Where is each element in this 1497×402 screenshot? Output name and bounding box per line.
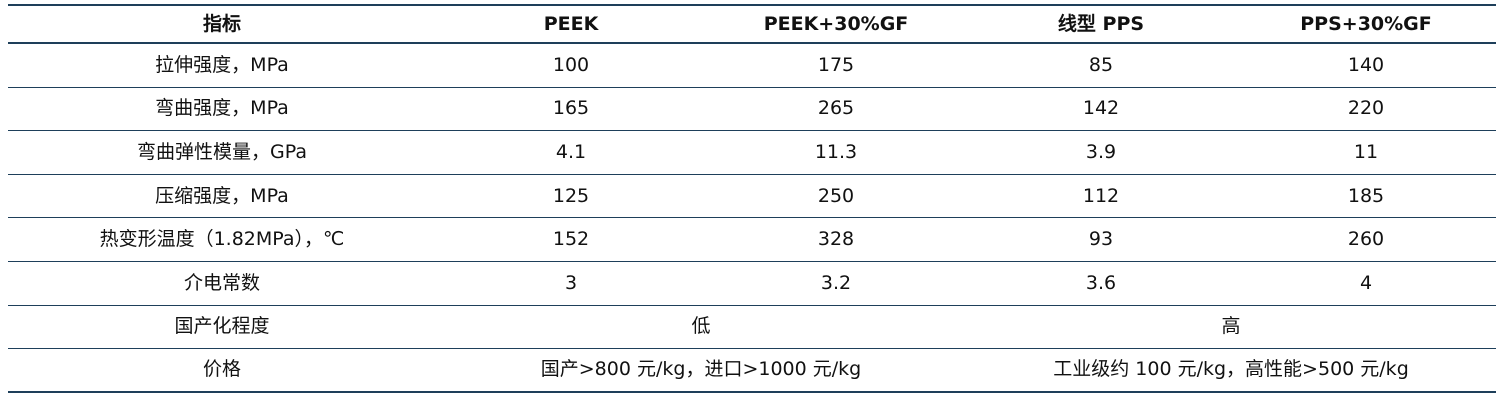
value-peek-gf: 11.3 [814,140,858,163]
value-linear-pps: 142 [1082,97,1120,120]
value-peek: 165 [552,97,590,120]
metric-label: 拉伸强度，MPa [155,53,289,76]
table-row: 热变形温度（1.82MPa），℃ 152 328 93 260 [8,218,1496,262]
table-row: 弯曲弹性模量，GPa 4.1 11.3 3.9 11 [8,131,1496,175]
merged-value-peek: 低 [691,315,711,338]
table-row: 弯曲强度，MPa 165 265 142 220 [8,88,1496,132]
value-linear-pps: 93 [1088,228,1114,251]
value-pps-gf: 11 [1353,140,1379,163]
metric-label: 弯曲强度，MPa [155,97,289,120]
comparison-table: 指标 PEEK PEEK+30%GF 线型 PPS PPS+30%GF 拉伸强度… [8,4,1496,393]
metric-label: 价格 [202,358,241,381]
value-peek-gf: 3.2 [820,271,852,294]
header-pps-gf: PPS+30%GF [1300,12,1432,35]
table-row-merged: 价格 国产>800 元/kg，进口>1000 元/kg 工业级约 100 元/k… [8,349,1496,393]
value-pps-gf: 140 [1347,53,1385,76]
merged-value-pps: 工业级约 100 元/kg，高性能>500 元/kg [1053,358,1409,381]
metric-label: 介电常数 [183,271,260,294]
value-pps-gf: 220 [1347,97,1385,120]
header-peek-gf: PEEK+30%GF [763,12,909,35]
value-pps-gf: 4 [1359,271,1373,294]
header-peek: PEEK [543,12,599,35]
value-peek: 152 [552,228,590,251]
value-linear-pps: 3.9 [1085,140,1117,163]
header-metric: 指标 [202,12,241,35]
metric-label: 压缩强度，MPa [155,184,289,207]
merged-value-pps: 高 [1221,315,1241,338]
table-row: 压缩强度，MPa 125 250 112 185 [8,175,1496,219]
value-peek: 3 [564,271,578,294]
table-row: 拉伸强度，MPa 100 175 85 140 [8,44,1496,88]
value-peek-gf: 250 [817,184,855,207]
value-peek-gf: 265 [817,97,855,120]
value-linear-pps: 112 [1082,184,1120,207]
value-peek: 4.1 [555,140,587,163]
metric-label: 弯曲弹性模量，GPa [137,140,307,163]
table-header-row: 指标 PEEK PEEK+30%GF 线型 PPS PPS+30%GF [8,4,1496,44]
value-linear-pps: 85 [1088,53,1114,76]
value-peek: 125 [552,184,590,207]
table-row: 介电常数 3 3.2 3.6 4 [8,262,1496,306]
value-pps-gf: 185 [1347,184,1385,207]
value-pps-gf: 260 [1347,228,1385,251]
value-linear-pps: 3.6 [1085,271,1117,294]
table-row-merged: 国产化程度 低 高 [8,306,1496,350]
metric-label: 热变形温度（1.82MPa），℃ [99,228,345,251]
header-linear-pps: 线型 PPS [1057,12,1145,35]
merged-value-peek: 国产>800 元/kg，进口>1000 元/kg [540,358,862,381]
metric-label: 国产化程度 [174,315,270,338]
value-peek-gf: 328 [817,228,855,251]
value-peek: 100 [552,53,590,76]
value-peek-gf: 175 [817,53,855,76]
